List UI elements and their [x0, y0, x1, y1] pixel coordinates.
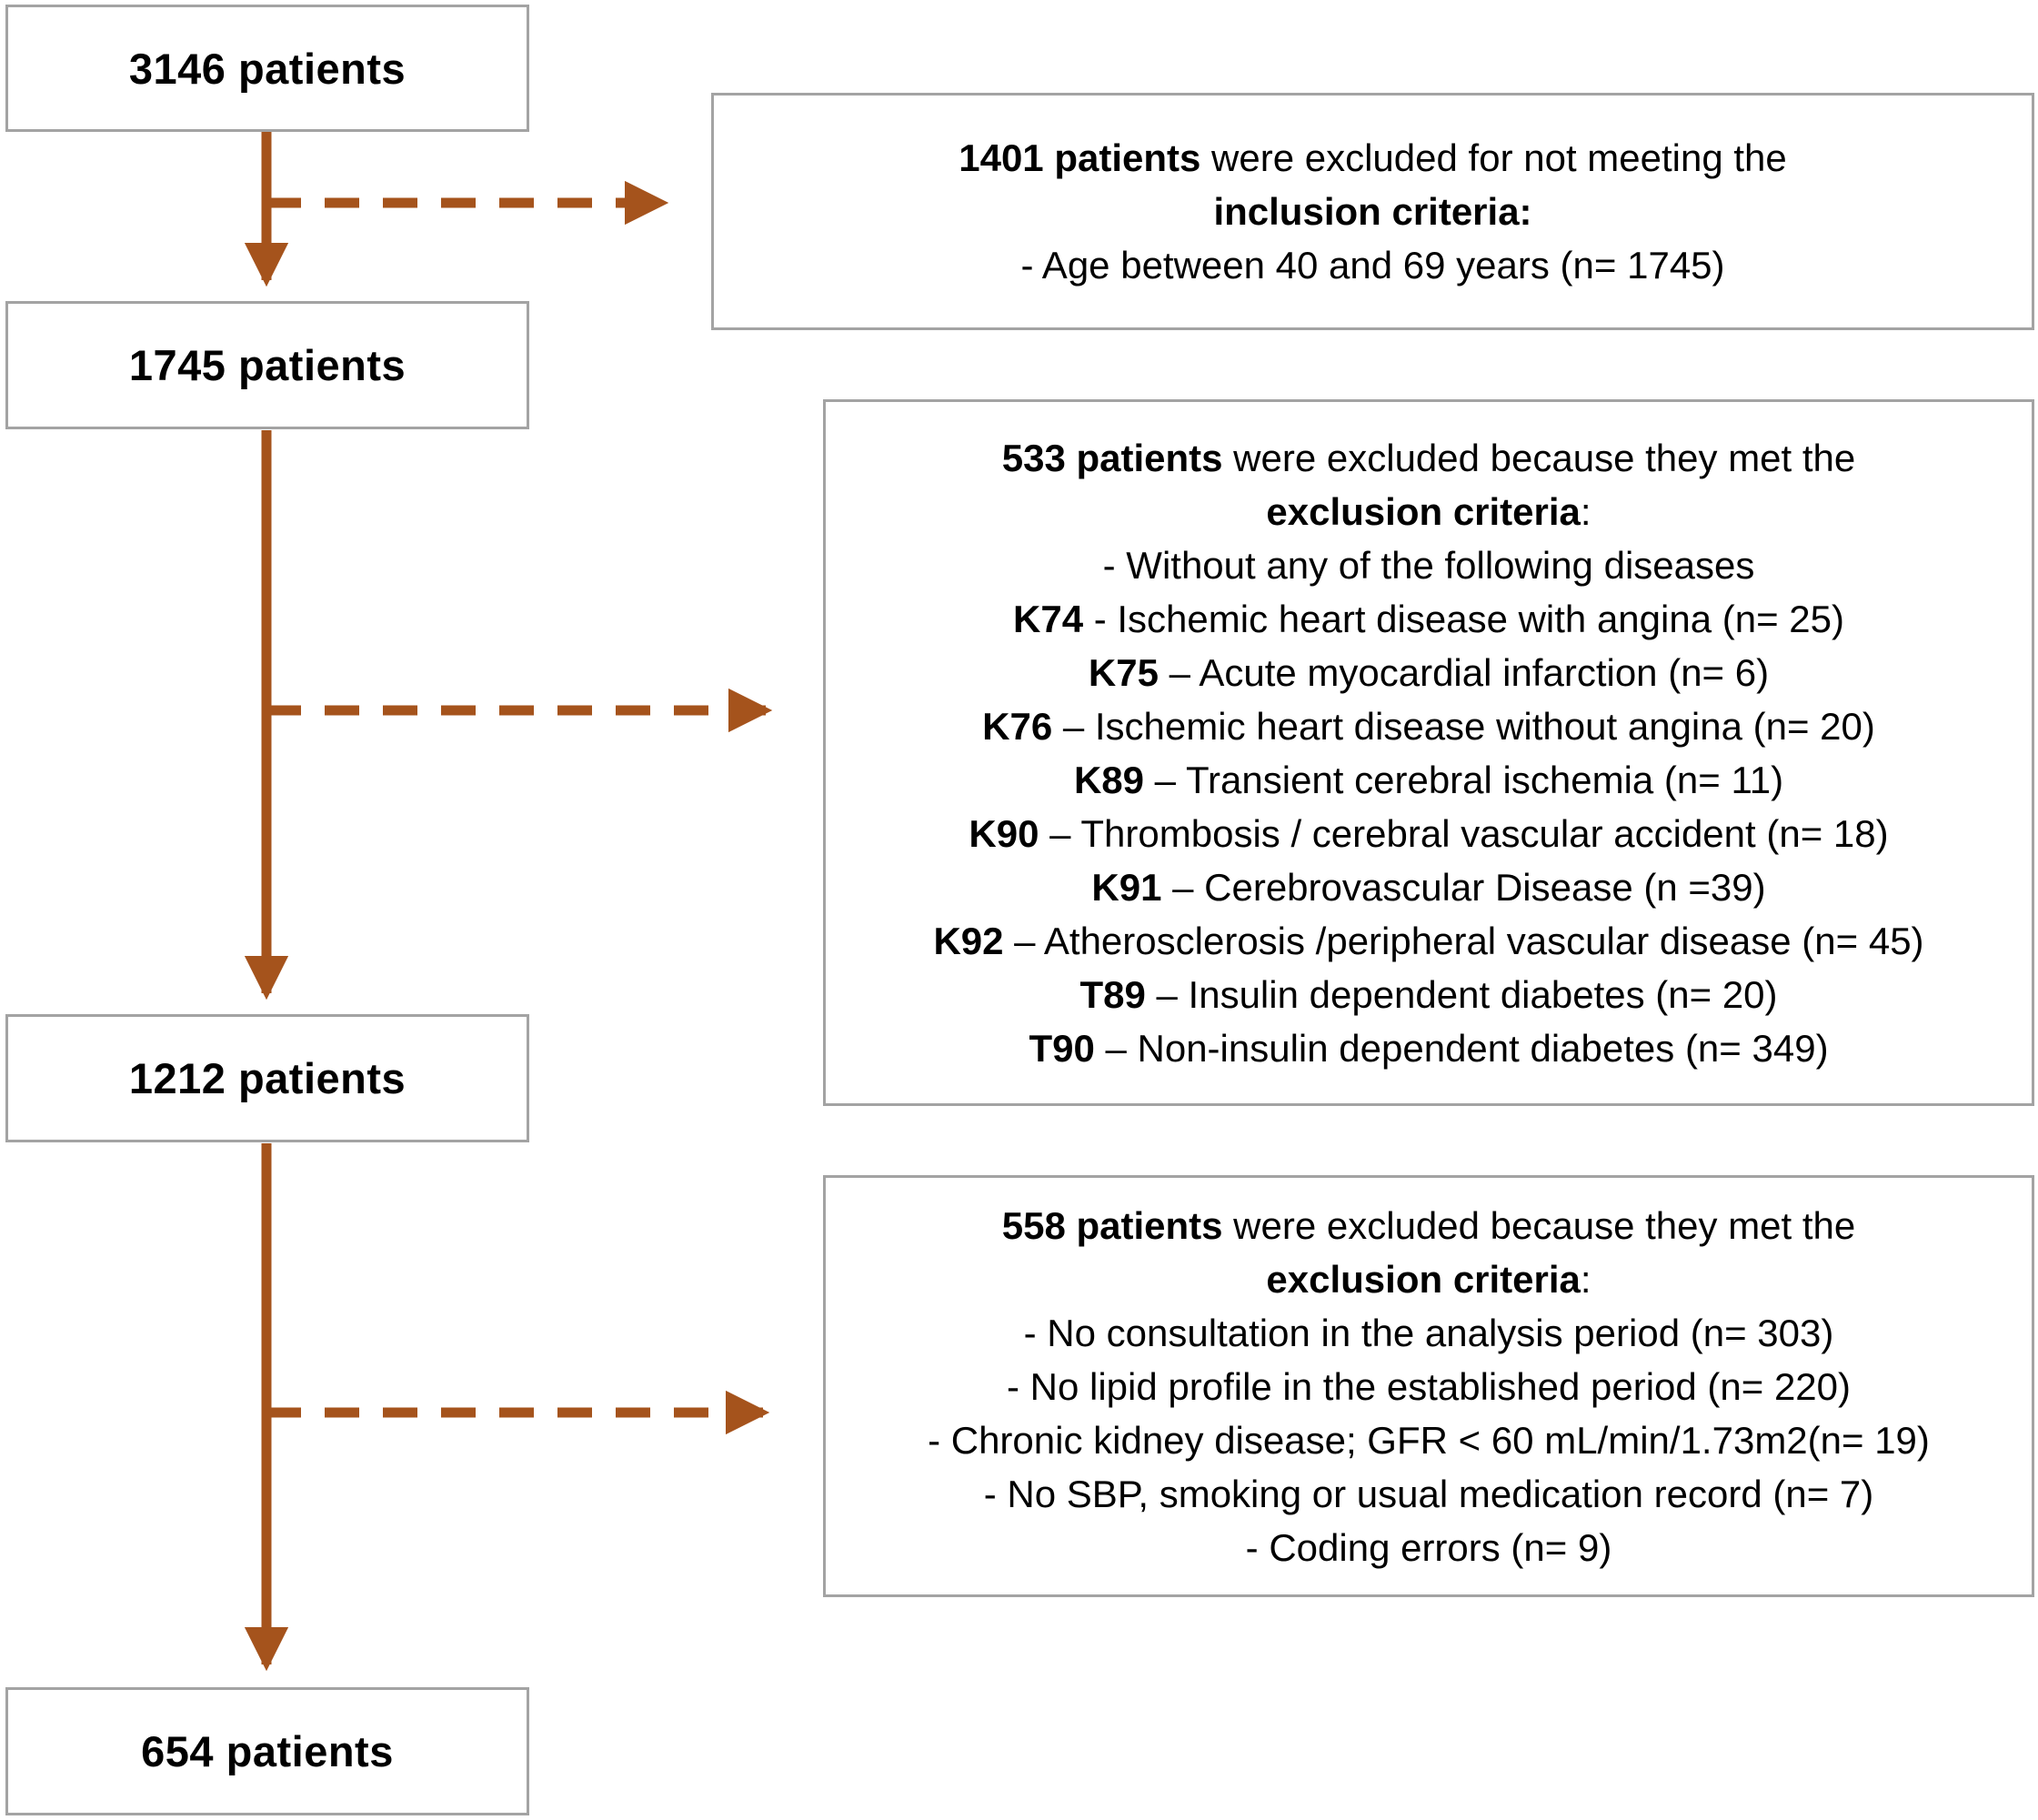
- exclusion-line: - No consultation in the analysis period…: [1023, 1311, 1834, 1354]
- exclusion-line: T90 – Non-insulin dependent diabetes (n=…: [1029, 1026, 1829, 1070]
- node-label: 1745 patients: [128, 341, 407, 389]
- exclusion-line: T89 – Insulin dependent diabetes (n= 20): [1079, 972, 1778, 1016]
- node-box-1745-patients: 1745 patients: [5, 301, 529, 429]
- exclusion-line: K74 - Ischemic heart disease with angina…: [1013, 597, 1844, 640]
- exclusion-box-inclusion-criteria: 1401 patients were excluded for not meet…: [711, 93, 2034, 330]
- node-box-3146-patients: 3146 patients: [5, 5, 529, 132]
- exclusion-line: - No lipid profile in the established pe…: [1006, 1364, 1852, 1408]
- exclusion-line: exclusion criteria:: [1266, 1257, 1591, 1301]
- exclusion-line: K90 – Thrombosis / cerebral vascular acc…: [969, 811, 1889, 855]
- node-label: 1212 patients: [128, 1054, 407, 1102]
- node-label: 654 patients: [141, 1727, 394, 1775]
- exclusion-line: K89 – Transient cerebral ischemia (n= 11…: [1073, 758, 1784, 801]
- node-box-654-patients: 654 patients: [5, 1687, 529, 1815]
- exclusion-line: K91 – Cerebrovascular Disease (n =39): [1091, 865, 1766, 909]
- exclusion-line: - Coding errors (n= 9): [1245, 1525, 1612, 1569]
- exclusion-line: - Age between 40 and 69 years (n= 1745): [1020, 244, 1725, 287]
- exclusion-line: - Chronic kidney disease; GFR < 60 mL/mi…: [928, 1418, 1930, 1462]
- node-label: 3146 patients: [128, 44, 407, 93]
- exclusion-line: 1401 patients were excluded for not meet…: [959, 136, 1787, 179]
- exclusion-line: K92 – Atherosclerosis /peripheral vascul…: [933, 919, 1924, 962]
- exclusion-line: 533 patients were excluded because they …: [1001, 436, 1856, 479]
- exclusion-line: inclusion criteria:: [1213, 190, 1532, 233]
- exclusion-line: - No SBP, smoking or usual medication re…: [983, 1472, 1874, 1515]
- exclusion-box-disease-criteria: 533 patients were excluded because they …: [823, 399, 2034, 1106]
- exclusion-line: - Without any of the following diseases: [1102, 543, 1755, 587]
- exclusion-box-data-criteria: 558 patients were excluded because they …: [823, 1175, 2034, 1597]
- exclusion-line: exclusion criteria:: [1266, 489, 1591, 533]
- exclusion-line: 558 patients were excluded because they …: [1001, 1203, 1856, 1247]
- exclusion-line: K76 – Ischemic heart disease without ang…: [982, 704, 1875, 748]
- exclusion-line: K75 – Acute myocardial infarction (n= 6): [1088, 650, 1770, 694]
- node-box-1212-patients: 1212 patients: [5, 1014, 529, 1142]
